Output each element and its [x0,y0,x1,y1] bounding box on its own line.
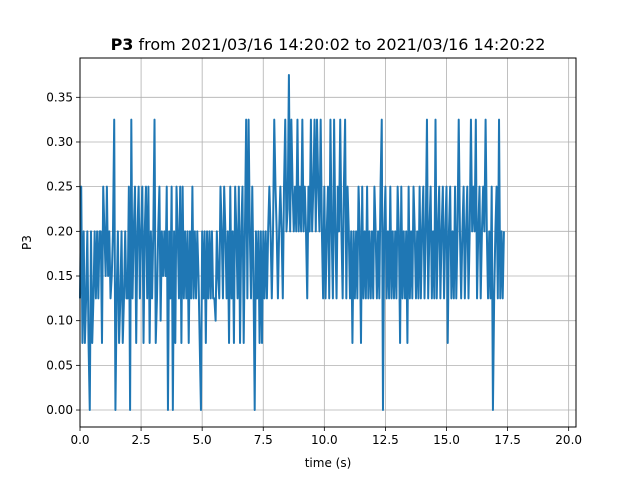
y-tick-label: 0.25 [46,180,73,194]
y-tick-label: 0.15 [46,269,73,283]
plot-area [79,73,505,412]
x-tick-label: 0.0 [70,433,89,447]
x-tick-label: 2.5 [132,433,151,447]
x-tick-label: 12.5 [372,433,399,447]
y-axis-label: P3 [20,235,34,250]
x-tick-label: 5.0 [193,433,212,447]
x-axis-ticks: 0.0 2.5 5.0 7.5 10.0 12.5 15.0 17.5 20.0 [70,427,582,447]
y-tick-label: 0.05 [46,358,73,372]
y-tick-label: 0.10 [46,314,73,328]
x-tick-label: 15.0 [433,433,460,447]
x-tick-label: 20.0 [555,433,582,447]
axes-frame [79,57,577,428]
chart-title-rest: from 2021/03/16 14:20:02 to 2021/03/16 1… [133,35,545,54]
x-tick-label: 7.5 [254,433,273,447]
chart-title-bold: P3 [111,35,134,54]
y-tick-label: 0.00 [46,403,73,417]
x-axis-label: time (s) [305,456,352,470]
y-axis-ticks: 0.00 0.05 0.10 0.15 0.20 0.25 0.30 0.35 [46,90,80,417]
y-tick-label: 0.35 [46,90,73,104]
series-line-p3 [79,73,505,412]
x-tick-label: 17.5 [494,433,521,447]
y-tick-label: 0.20 [46,224,73,238]
chart-title: P3 from 2021/03/16 14:20:02 to 2021/03/1… [111,35,546,54]
x-tick-label: 10.0 [311,433,338,447]
y-tick-label: 0.30 [46,135,73,149]
